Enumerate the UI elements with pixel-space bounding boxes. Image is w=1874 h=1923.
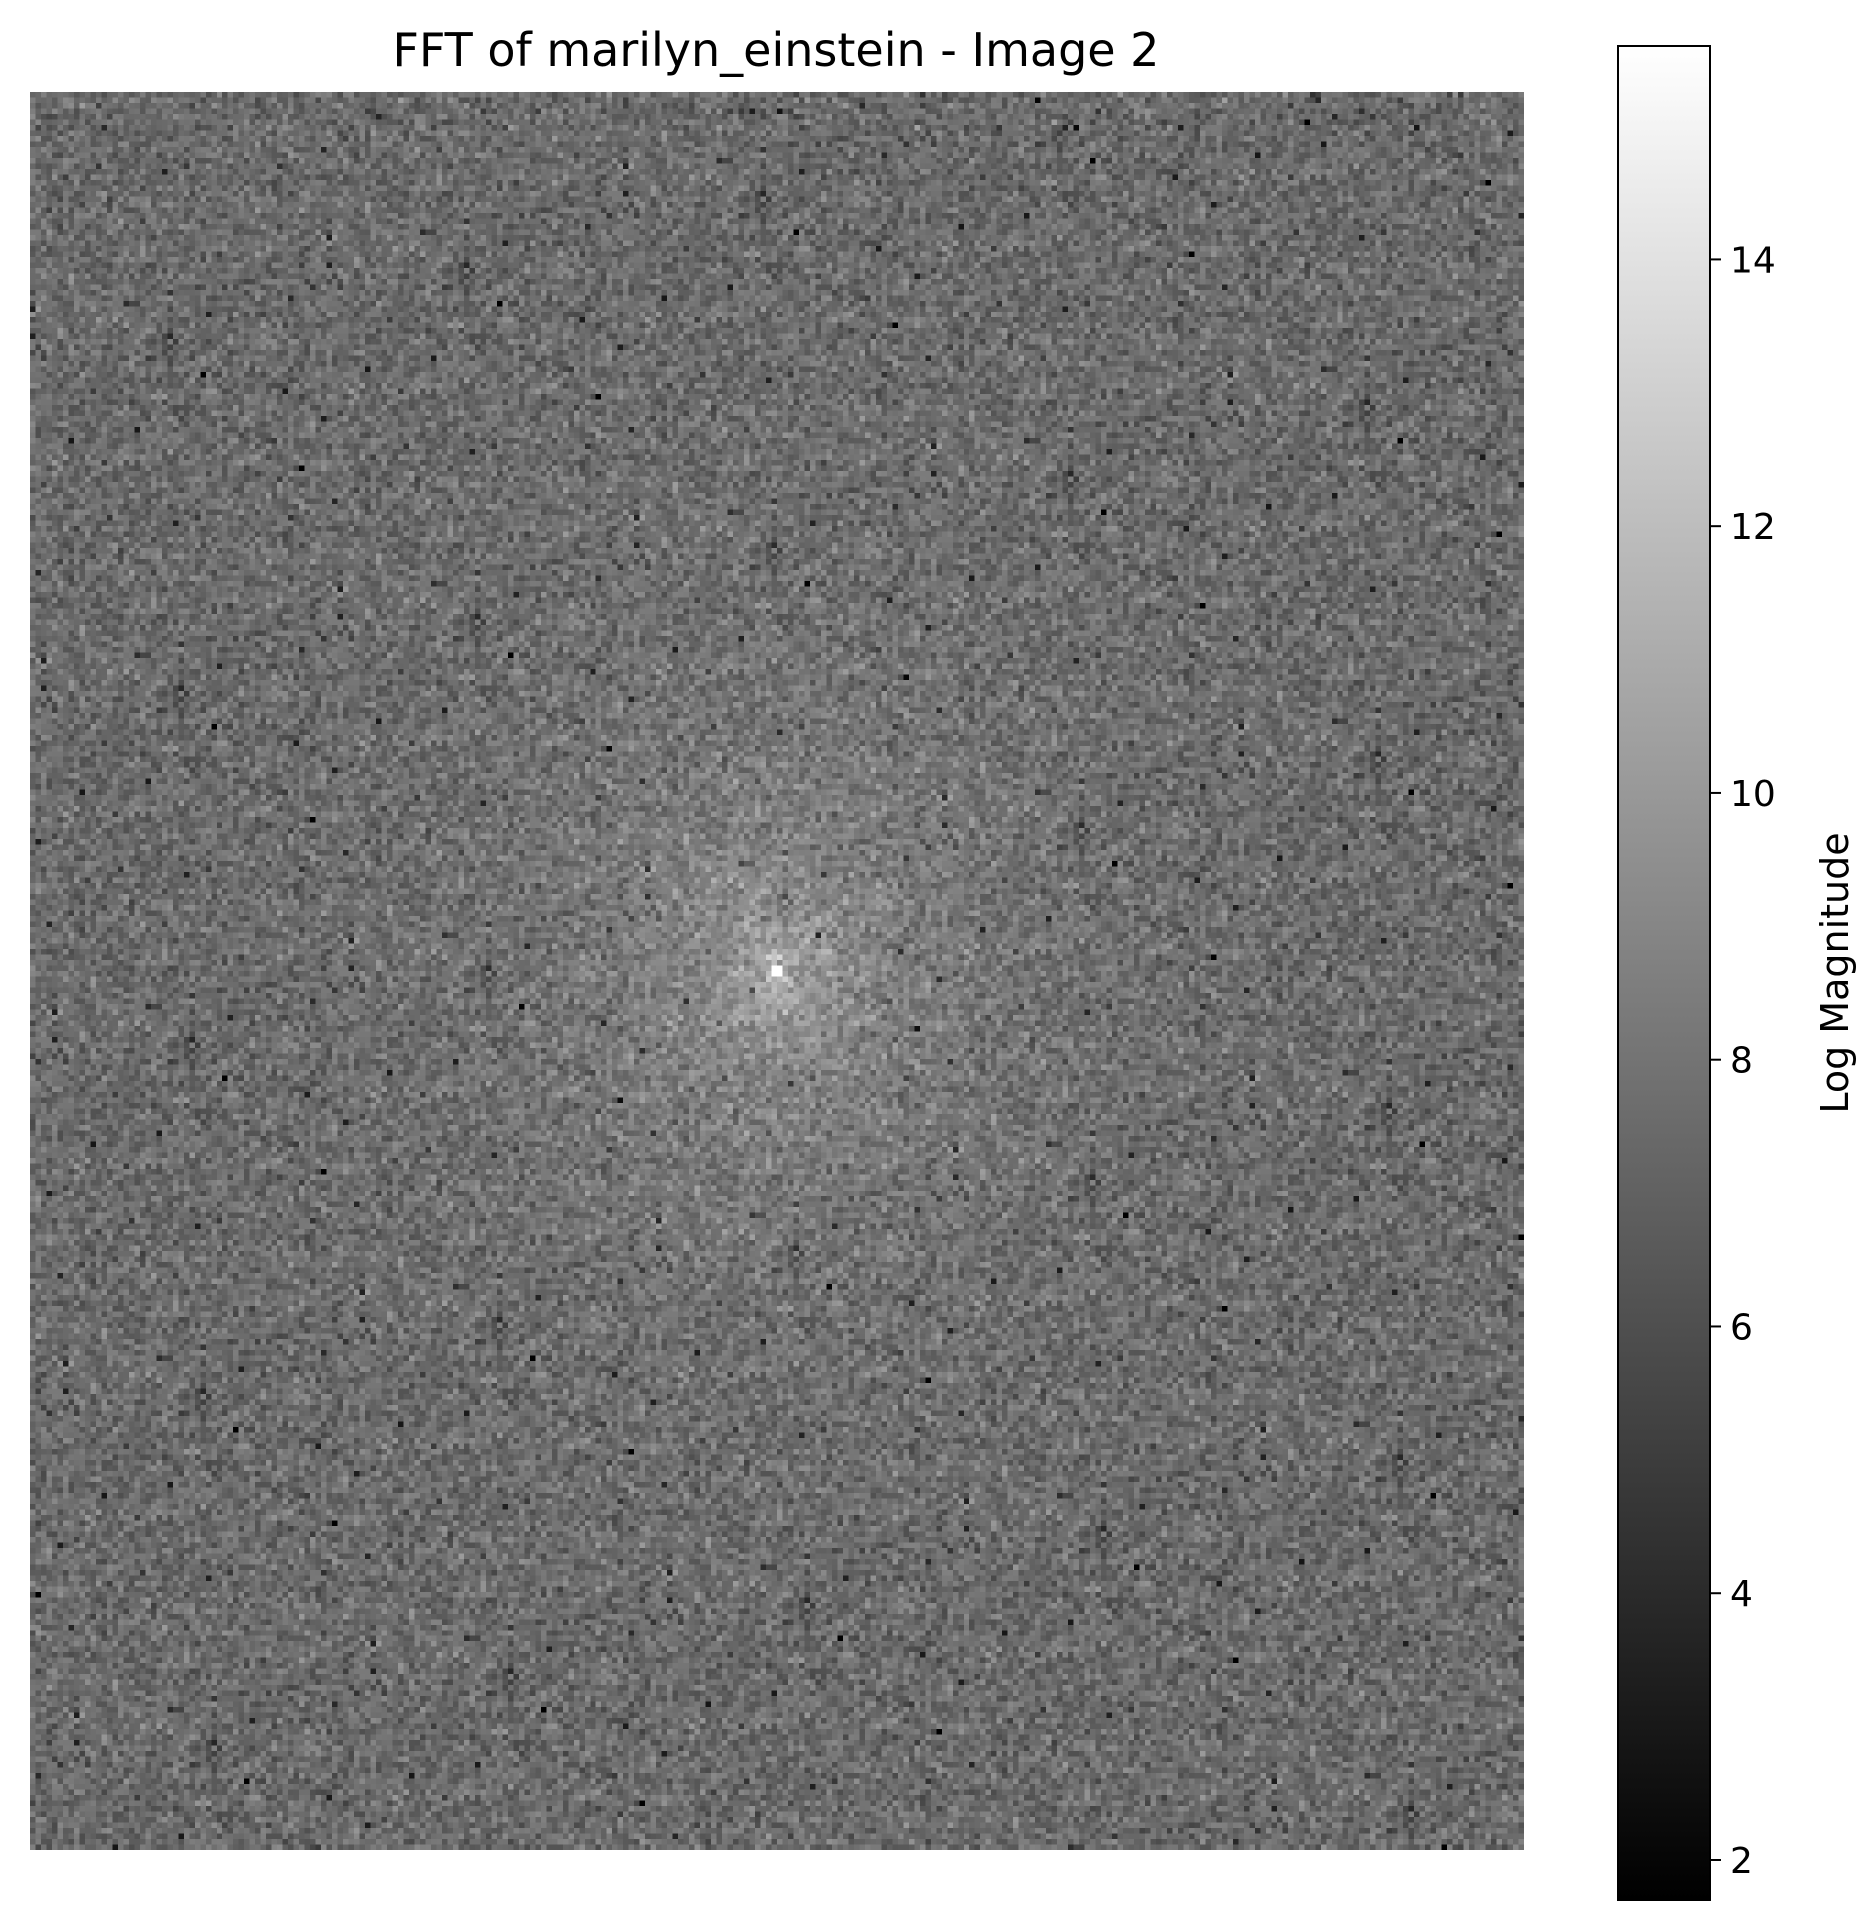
colorbar-tick-label: 2 xyxy=(1730,1841,1753,1882)
colorbar-tick-label: 14 xyxy=(1730,240,1776,281)
colorbar-frame xyxy=(1617,45,1711,1901)
colorbar-tick-label: 12 xyxy=(1730,507,1776,548)
colorbar-tick-label: 6 xyxy=(1730,1307,1753,1348)
colorbar-gradient xyxy=(1618,46,1710,1900)
chart-title: FFT of marilyn_einstein - Image 2 xyxy=(393,23,1160,77)
colorbar-tick-label: 8 xyxy=(1730,1041,1753,1082)
colorbar-label: Log Magnitude xyxy=(1813,832,1857,1113)
colorbar-tick-label: 4 xyxy=(1730,1574,1753,1615)
fft-heatmap-image xyxy=(30,92,1524,1850)
fft-magnitude-heatmap xyxy=(30,92,1524,1850)
colorbar: 2 4 6 8 10 12 14 Log Magnitude xyxy=(1617,45,1857,1901)
colorbar-tick-label: 10 xyxy=(1730,774,1776,815)
